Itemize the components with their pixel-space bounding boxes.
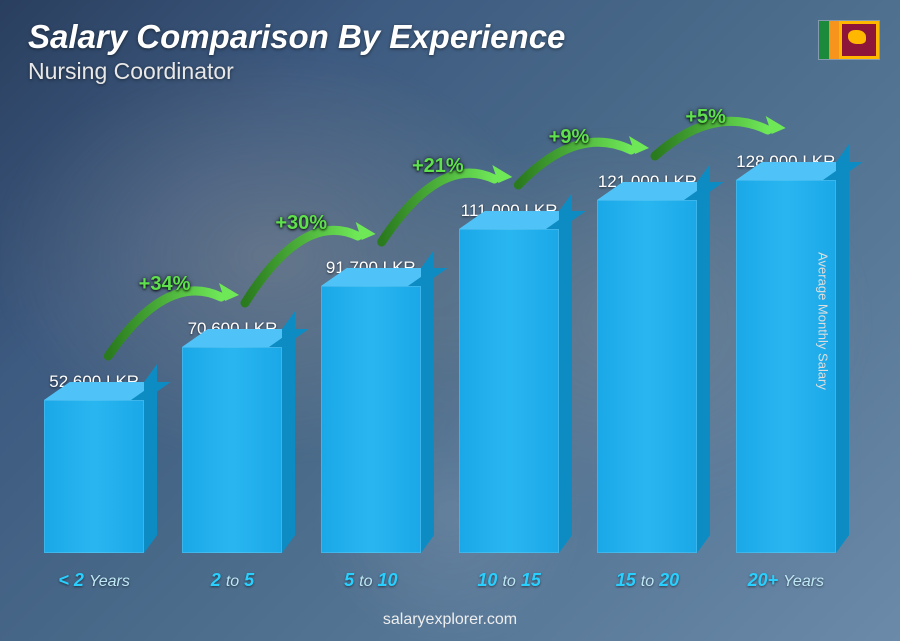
bar-3d [182,347,282,553]
bar: 91,700 LKR [307,258,435,553]
bar: 128,000 LKR [722,152,850,553]
bar: 111,000 LKR [445,201,573,553]
chart-subtitle: Nursing Coordinator [28,58,565,85]
bar: 121,000 LKR [583,172,711,553]
yaxis-label: Average Monthly Salary [816,252,831,390]
xaxis-label: 5 to 10 [307,570,435,591]
bar-3d [44,400,144,553]
bar: 70,600 LKR [168,319,296,553]
footer-attribution: salaryexplorer.com [0,611,900,629]
bars-container: 52,600 LKR70,600 LKR91,700 LKR111,000 LK… [30,120,850,553]
chart-title: Salary Comparison By Experience [28,18,565,56]
chart-header: Salary Comparison By Experience Nursing … [28,18,565,85]
xaxis: < 2 Years 2 to 5 5 to 10 10 to 15 15 to 20 20… [30,570,850,591]
xaxis-label: 2 to 5 [168,570,296,591]
bar: 52,600 LKR [30,372,158,553]
bar-3d [321,286,421,553]
xaxis-label: 10 to 15 [445,570,573,591]
country-flag-icon [818,20,880,60]
bar-3d [597,200,697,553]
xaxis-label: 20+ Years [722,570,850,591]
bar-3d [459,229,559,553]
bar-chart: 52,600 LKR70,600 LKR91,700 LKR111,000 LK… [30,120,850,591]
xaxis-label: < 2 Years [30,570,158,591]
xaxis-label: 15 to 20 [583,570,711,591]
